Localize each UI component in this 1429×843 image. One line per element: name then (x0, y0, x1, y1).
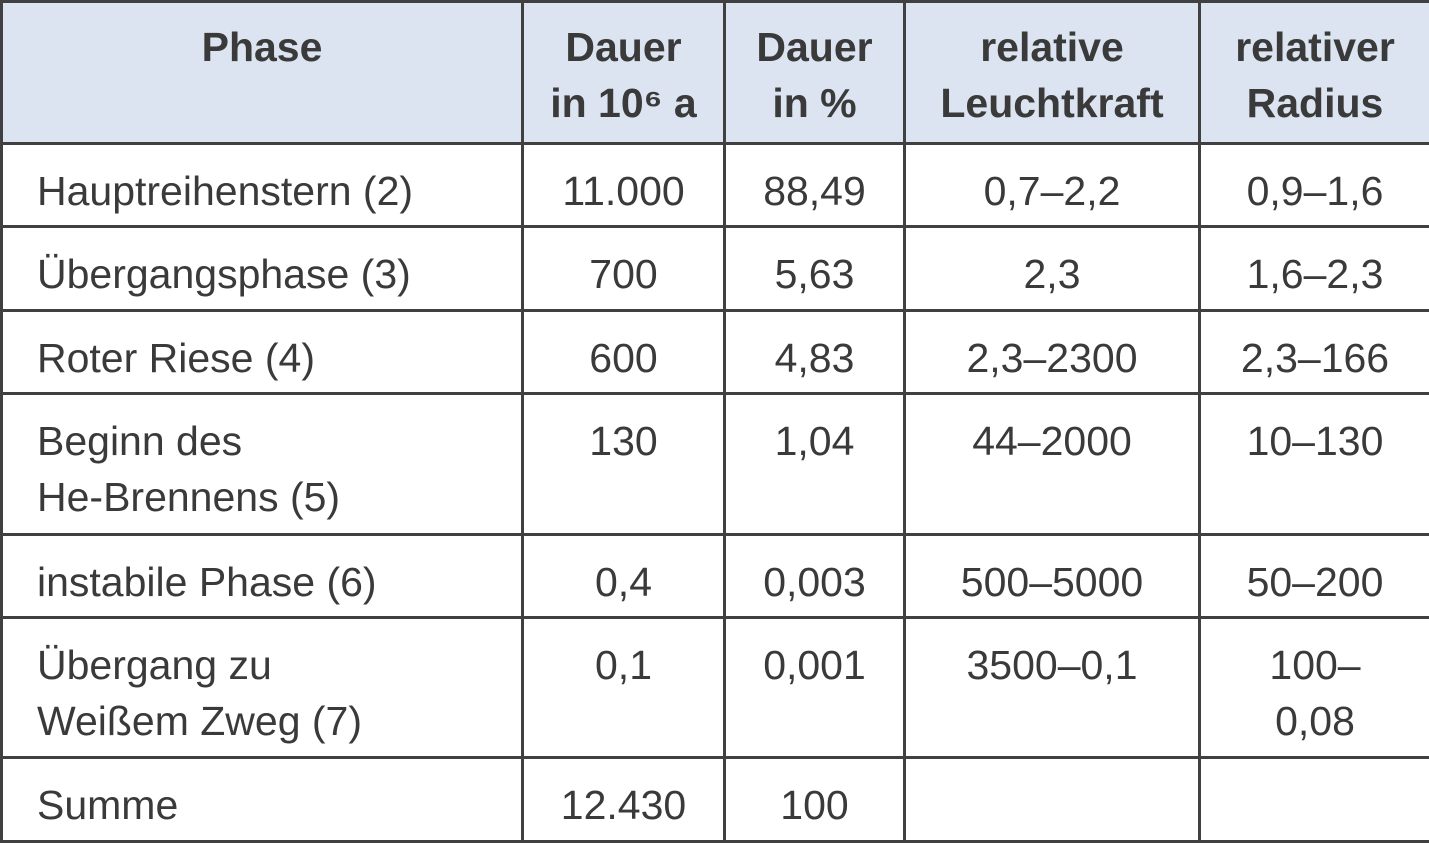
table-cell: 5,63 (725, 227, 905, 311)
table-cell: 88,49 (725, 144, 905, 227)
table-cell: 100 (725, 758, 905, 842)
table-cell: 4,83 (725, 311, 905, 394)
table-cell: 10–130 (1200, 394, 1429, 535)
empty-cell (905, 758, 1200, 842)
table-cell: Summe (2, 758, 523, 842)
table-cell: Übergang zu Weißem Zweg (7) (2, 618, 523, 758)
table-cell: 44–2000 (905, 394, 1200, 535)
table-cell: 130 (523, 394, 725, 535)
table-cell: 11.000 (523, 144, 725, 227)
table-cell: 0,9–1,6 (1200, 144, 1429, 227)
table-cell: instabile Phase (6) (2, 535, 523, 618)
header-cell: relative Leuchtkraft (905, 2, 1200, 144)
table-cell: Hauptreihenstern (2) (2, 144, 523, 227)
table-cell: Roter Riese (4) (2, 311, 523, 394)
table-cell: 500–5000 (905, 535, 1200, 618)
table-cell: 3500–0,1 (905, 618, 1200, 758)
table-cell: 0,7–2,2 (905, 144, 1200, 227)
table-cell: 600 (523, 311, 725, 394)
table-cell: 12.430 (523, 758, 725, 842)
header-cell: Phase (2, 2, 523, 144)
table-cell: 1,6–2,3 (1200, 227, 1429, 311)
table-cell: 2,3 (905, 227, 1200, 311)
header-cell: Dauer in % (725, 2, 905, 144)
header-cell: relativer Radius (1200, 2, 1429, 144)
table-cell: Beginn des He-Brennens (5) (2, 394, 523, 535)
table-cell: Übergangsphase (3) (2, 227, 523, 311)
table-cell: 0,001 (725, 618, 905, 758)
table-cell: 1,04 (725, 394, 905, 535)
empty-cell (1200, 758, 1429, 842)
table-cell: 2,3–166 (1200, 311, 1429, 394)
header-cell: Dauer in 10⁶ a (523, 2, 725, 144)
table-cell: 2,3–2300 (905, 311, 1200, 394)
table-cell: 700 (523, 227, 725, 311)
table-cell: 100– 0,08 (1200, 618, 1429, 758)
table-cell: 50–200 (1200, 535, 1429, 618)
table-cell: 0,1 (523, 618, 725, 758)
table-cell: 0,4 (523, 535, 725, 618)
table-cell: 0,003 (725, 535, 905, 618)
